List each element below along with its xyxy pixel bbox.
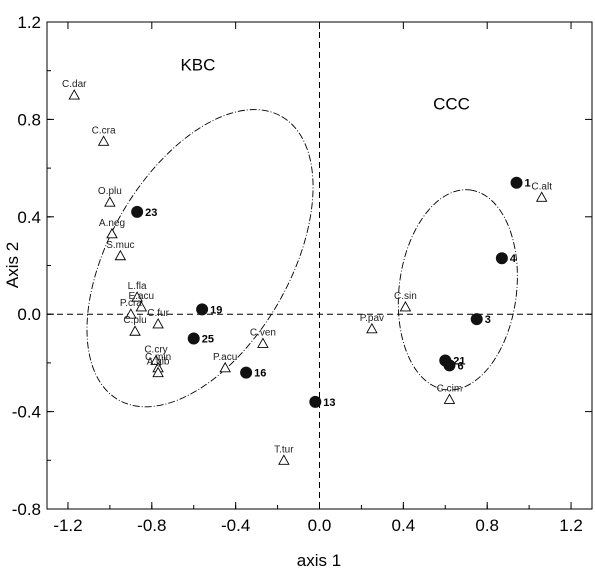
species-point	[443, 393, 456, 404]
species-label: E.acu	[129, 291, 155, 302]
site-point	[495, 252, 508, 265]
y-tick-label: 0.4	[17, 208, 41, 227]
species-label: C.alt	[531, 181, 552, 192]
species-label: C.sin	[394, 291, 417, 302]
species-label: A.gib	[147, 357, 170, 368]
species-point	[129, 325, 141, 336]
species-point	[125, 308, 137, 319]
site-label: 16	[254, 368, 266, 380]
site-label: 1	[525, 178, 531, 190]
species-label: L.fla	[128, 281, 147, 292]
species-label: P.cra	[120, 298, 142, 309]
y-tick-label: 1.2	[17, 13, 41, 32]
species-label: P.acu	[213, 352, 237, 363]
group-label-ccc: CCC	[433, 95, 470, 114]
group-ellipse-kbc	[86, 109, 314, 408]
species-point	[106, 227, 118, 239]
site-label: 13	[323, 397, 335, 409]
species-label: C.min	[145, 352, 171, 363]
species-point	[152, 318, 164, 329]
species-point	[68, 89, 81, 100]
site-label: 25	[202, 334, 214, 346]
species-point	[257, 337, 269, 348]
group-label-kbc: KBC	[180, 56, 215, 75]
x-tick-label: 0.8	[475, 516, 499, 535]
species-label: O.plu	[98, 186, 122, 197]
species-point	[366, 322, 378, 334]
site-label: 3	[485, 314, 491, 326]
site-point	[443, 359, 456, 372]
axis-ticks: -1.2 -0.8 -0.4 0.0 0.4 0.8 1.2 -0.8 -0.4 0.0 0.4 0.…	[12, 13, 592, 535]
species-label: T.tur	[274, 444, 294, 455]
species-point	[219, 361, 231, 373]
site-label: 4	[510, 253, 517, 265]
group-ellipse-ccc	[397, 189, 518, 391]
species-point	[104, 196, 116, 207]
x-tick-label: -0.4	[221, 516, 250, 535]
data-points: 1 4 3 216 23 19 25 16 13 C.dar C.cra O.plu A.neg S.mu…	[62, 79, 552, 465]
site-point	[131, 205, 144, 218]
species-point	[399, 300, 412, 312]
x-tick-label: 0.4	[392, 516, 416, 535]
x-axis-title: axis 1	[297, 551, 341, 569]
species-label: C.cra	[92, 125, 116, 136]
species-point	[131, 291, 143, 302]
group-ellipses: KBC CCC	[86, 56, 518, 408]
reference-lines	[47, 22, 592, 509]
site-point	[309, 395, 322, 408]
species-point	[135, 300, 148, 312]
site-point	[240, 366, 253, 379]
site-label: 21	[453, 355, 465, 367]
species-point	[278, 454, 290, 465]
species-point	[150, 354, 162, 365]
site-label: 19	[210, 304, 222, 316]
species-point	[97, 135, 110, 146]
species-label: A.neg	[99, 218, 125, 229]
species-label: C.cim	[437, 383, 463, 394]
y-tick-label: -0.8	[12, 500, 41, 519]
species-label: P.pav	[360, 313, 384, 324]
site-label: 23	[145, 207, 157, 219]
species-point	[152, 366, 164, 378]
site-point	[196, 303, 209, 316]
species-label: S.muc	[106, 240, 134, 251]
site-point	[510, 176, 523, 189]
species-label: C.ven	[250, 327, 276, 338]
species-label: C.cry	[144, 344, 167, 355]
species-label: C.fur	[147, 308, 169, 319]
x-tick-label: -0.8	[137, 516, 166, 535]
species-point	[114, 249, 127, 261]
x-tick-label: -1.2	[53, 516, 82, 535]
x-tick-label: 0.0	[308, 516, 332, 535]
site-point	[470, 313, 483, 326]
site-label: 6	[457, 360, 463, 372]
y-tick-label: 0.0	[17, 305, 41, 324]
species-label: C.dar	[62, 79, 87, 90]
y-tick-label: 0.8	[17, 110, 41, 129]
species-point	[535, 191, 548, 202]
y-tick-label: -0.4	[12, 403, 41, 422]
species-label: C.plu	[123, 315, 146, 326]
x-tick-label: 1.2	[559, 516, 583, 535]
site-point	[187, 332, 200, 345]
y-axis-title: Axis 2	[3, 242, 22, 288]
